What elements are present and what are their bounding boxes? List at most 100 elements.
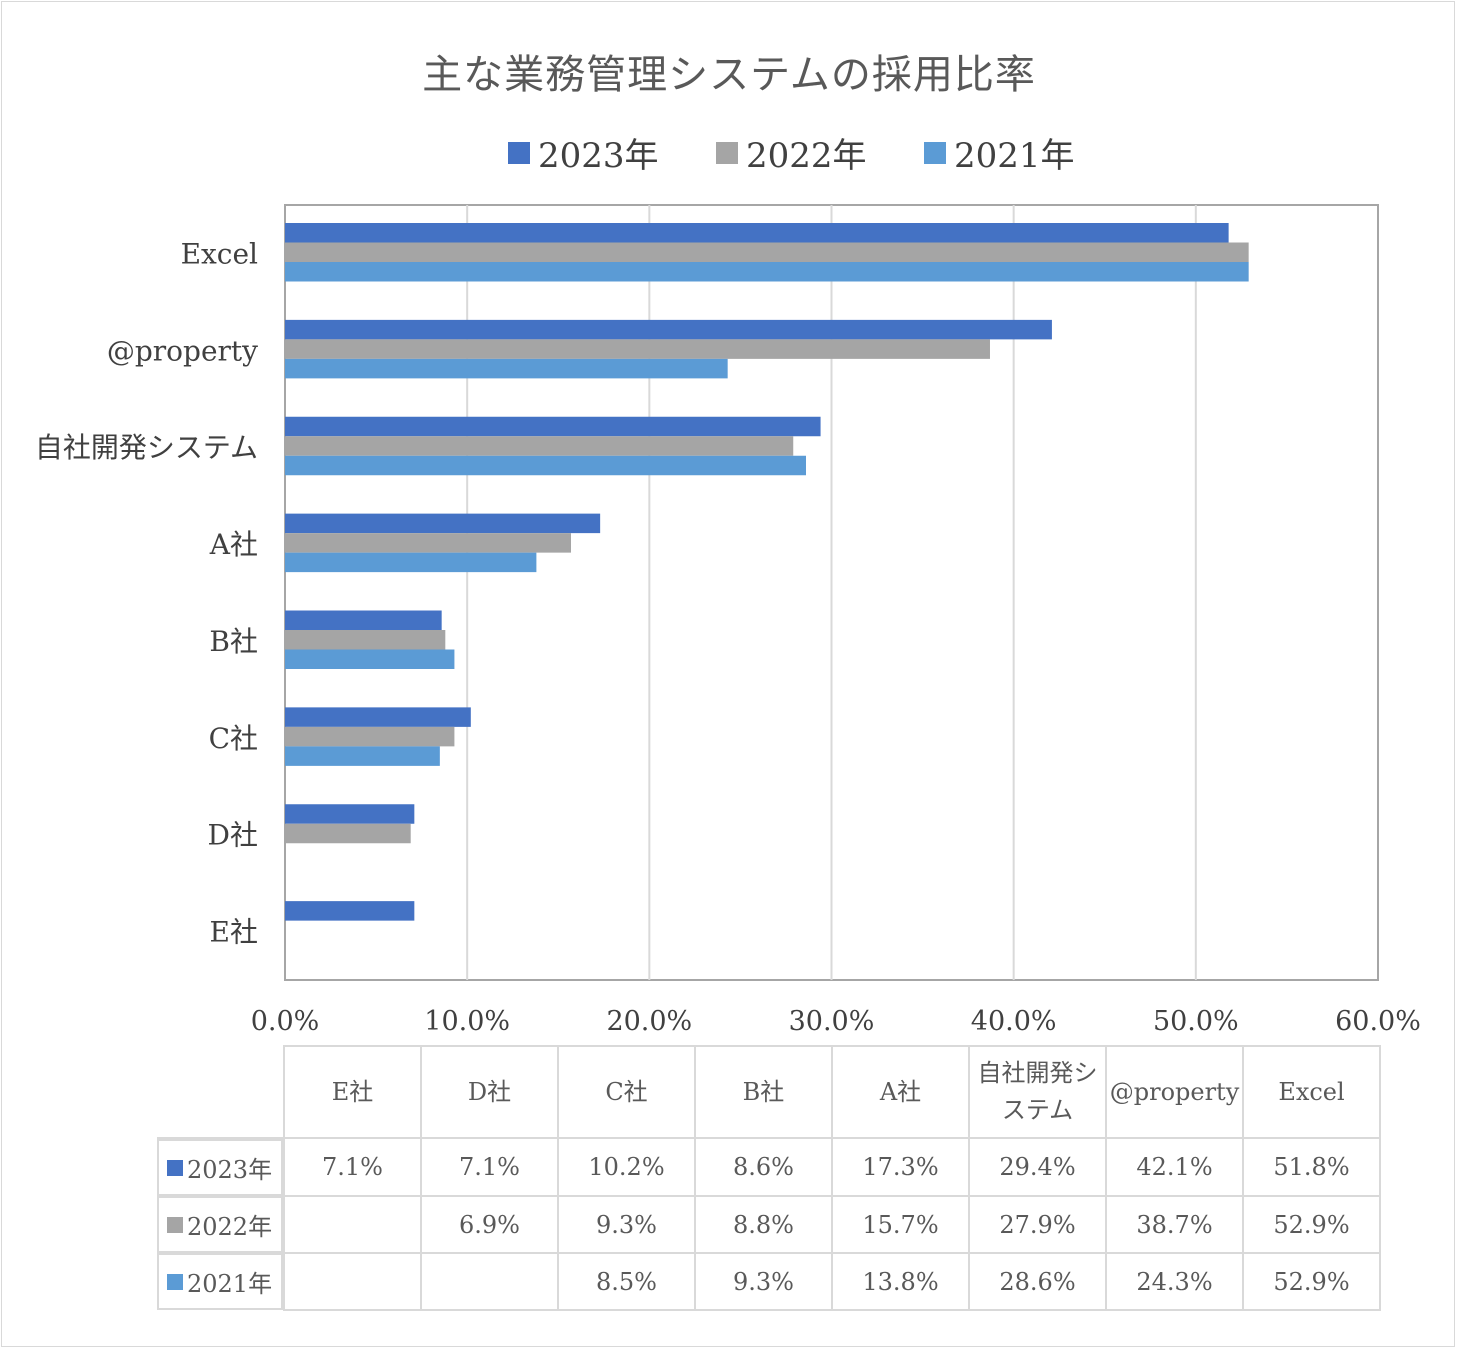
bar-2023年-E社 [285,901,415,921]
legend-label-2023: 2023年 [538,136,659,176]
legend-item-2021: 2021年 [924,128,1075,177]
table-row-2022: 2022年 6.9% 9.3% 8.8% 15.7% 27.9% 38.7% 5… [157,1195,1381,1254]
table-header-label: C社 [605,1077,648,1106]
table-cell: 8.5% [557,1252,696,1311]
key-swatch-2021 [167,1273,183,1290]
table-header-row: E社 D社 C社 B社 A社 自社開発シ ステム @property Excel [157,1045,1381,1139]
legend-swatch-2023 [508,141,530,164]
bar-2022年-Excel [285,242,1249,262]
bar-2022年-A社 [285,533,572,553]
bar-2021年-自社開発システム [285,455,806,476]
table-header-cell: D社 [420,1045,559,1139]
legend-item-2022: 2022年 [716,128,867,177]
table-row-key: 2023年 [157,1139,283,1196]
x-tick-label: 50.0% [1153,1006,1239,1037]
table-corner [157,1046,285,1139]
table-header-label: D社 [467,1077,512,1106]
table-cell: 9.3% [694,1252,833,1311]
row-label-2023: 2023年 [187,1156,273,1184]
x-tick-label: 40.0% [971,1006,1057,1037]
table-header-label: A社 [879,1077,922,1106]
table-cell: 8.8% [694,1195,833,1254]
table-header-cell: Excel [1242,1045,1381,1139]
category-label: Excel [181,237,258,270]
row-label-2022: 2022年 [187,1213,273,1241]
table-cell: 13.8% [831,1252,970,1311]
table-header-cell: E社 [283,1045,422,1139]
table-cell: 52.9% [1242,1195,1381,1254]
table-header-label: 自社開発シ ステム [977,1058,1098,1124]
x-tick-label: 30.0% [789,1006,875,1037]
table-cell [420,1252,559,1311]
legend-swatch-2021 [924,141,946,164]
table-cell: 29.4% [968,1137,1107,1197]
bar-2023年-D社 [285,804,415,824]
bar-2023年-Excel [285,223,1229,243]
bar-2023年-B社 [285,610,442,630]
legend: 2023年 2022年 2021年 [0,128,1458,176]
table-cell: 42.1% [1105,1137,1244,1197]
table-cell: 7.1% [420,1137,559,1197]
data-table: E社 D社 C社 B社 A社 自社開発シ ステム @property Excel… [157,1045,1381,1311]
table-cell: 10.2% [557,1137,696,1197]
table-cell: 51.8% [1242,1137,1381,1197]
x-tick-label: 10.0% [424,1006,510,1037]
table-row-2023: 2023年 7.1% 7.1% 10.2% 8.6% 17.3% 29.4% 4… [157,1137,1381,1197]
bar-2023年-自社開発システム [285,416,821,437]
category-label: B社 [209,625,258,658]
table-header-cell: B社 [694,1045,833,1139]
chart-title: 主な業務管理システムの採用比率 [422,52,1036,98]
table-cell [283,1252,422,1311]
bar-2023年-@property [285,319,1052,340]
table-header-label: Excel [1278,1077,1345,1106]
table-cell: 27.9% [968,1195,1107,1254]
legend-label-2021: 2021年 [954,136,1075,176]
key-swatch-2023 [167,1159,183,1176]
bar-2022年-@property [285,339,990,359]
table-cell: 52.9% [1242,1252,1381,1311]
table-header-cell: A社 [831,1045,970,1139]
table-row-key: 2021年 [157,1253,283,1310]
table-header-cell: @property [1105,1045,1244,1139]
table-cell: 24.3% [1105,1252,1244,1311]
bar-2022年-D社 [285,823,411,844]
category-label: D社 [208,819,258,852]
table-cell: 15.7% [831,1195,970,1254]
category-label: @property [107,334,258,367]
table-cell: 17.3% [831,1137,970,1197]
table-cell: 8.6% [694,1137,833,1197]
table-cell: 38.7% [1105,1195,1244,1254]
table-row-key: 2022年 [157,1196,283,1253]
bar-2022年-C社 [285,726,455,747]
bar-chart: 0.0% 10.0% 20.0% 30.0% 40.0% 50.0% 60.0% Excel @… [35,204,1421,1037]
legend-item-2023: 2023年 [508,128,659,177]
bar-2022年-自社開発システム [285,436,794,456]
bar-2022年-B社 [285,630,446,650]
bar-2023年-A社 [285,513,601,534]
table-header-cell: 自社開発シ ステム [968,1045,1107,1139]
x-tick-label: 60.0% [1335,1006,1421,1037]
table-header-label: B社 [742,1077,785,1106]
bar-2021年-Excel [285,262,1249,282]
bar-2021年-C社 [285,746,440,766]
table-header-cell: C社 [557,1045,696,1139]
table-cell: 9.3% [557,1195,696,1254]
legend-swatch-2022 [716,141,738,164]
category-label: E社 [210,916,258,949]
table-header-label: E社 [331,1077,374,1106]
row-label-2021: 2021年 [187,1270,273,1298]
key-swatch-2022 [167,1216,183,1233]
bar-2021年-A社 [285,552,537,573]
table-row-2021: 2021年 8.5% 9.3% 13.8% 28.6% 24.3% 52.9% [157,1252,1381,1311]
x-tick-label: 0.0% [251,1006,320,1037]
category-label: A社 [209,528,258,561]
table-cell: 28.6% [968,1252,1107,1311]
x-tick-label: 20.0% [606,1006,692,1037]
table-cell [283,1195,422,1254]
category-label: C社 [209,722,258,755]
table-cell: 7.1% [283,1137,422,1197]
bar-2023年-C社 [285,707,471,727]
category-label: 自社開発システム [35,431,258,464]
table-cell: 6.9% [420,1195,559,1254]
